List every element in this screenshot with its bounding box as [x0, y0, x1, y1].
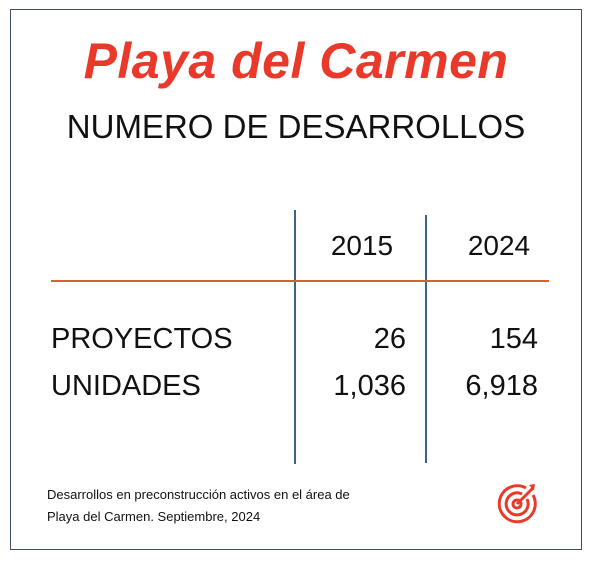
cell-unidades-2015: 1,036: [333, 370, 406, 402]
page-subtitle: NUMERO DE DESARROLLOS: [66, 108, 526, 145]
column-rule-right: [425, 215, 427, 463]
row-label-proyectos: PROYECTOS: [51, 323, 233, 355]
header-divider: [51, 280, 549, 282]
footnote-line-1: Desarrollos en preconstrucción activos e…: [47, 487, 350, 502]
cell-unidades-2024: 6,918: [465, 370, 538, 402]
footnote: Desarrollos en preconstrucción activos e…: [47, 484, 407, 528]
footnote-line-2: Playa del Carmen. Septiembre, 2024: [47, 509, 261, 524]
column-header-2024: 2024: [467, 230, 531, 261]
target-arrow-icon: [497, 484, 537, 524]
row-label-unidades: UNIDADES: [51, 370, 201, 402]
infographic-card: Playa del Carmen NUMERO DE DESARROLLOS 2…: [10, 9, 582, 550]
column-rule-left: [294, 210, 296, 464]
cell-proyectos-2015: 26: [373, 323, 406, 355]
cell-proyectos-2024: 154: [489, 323, 538, 355]
page-title: Playa del Carmen: [83, 33, 509, 89]
column-header-2015: 2015: [330, 230, 394, 261]
